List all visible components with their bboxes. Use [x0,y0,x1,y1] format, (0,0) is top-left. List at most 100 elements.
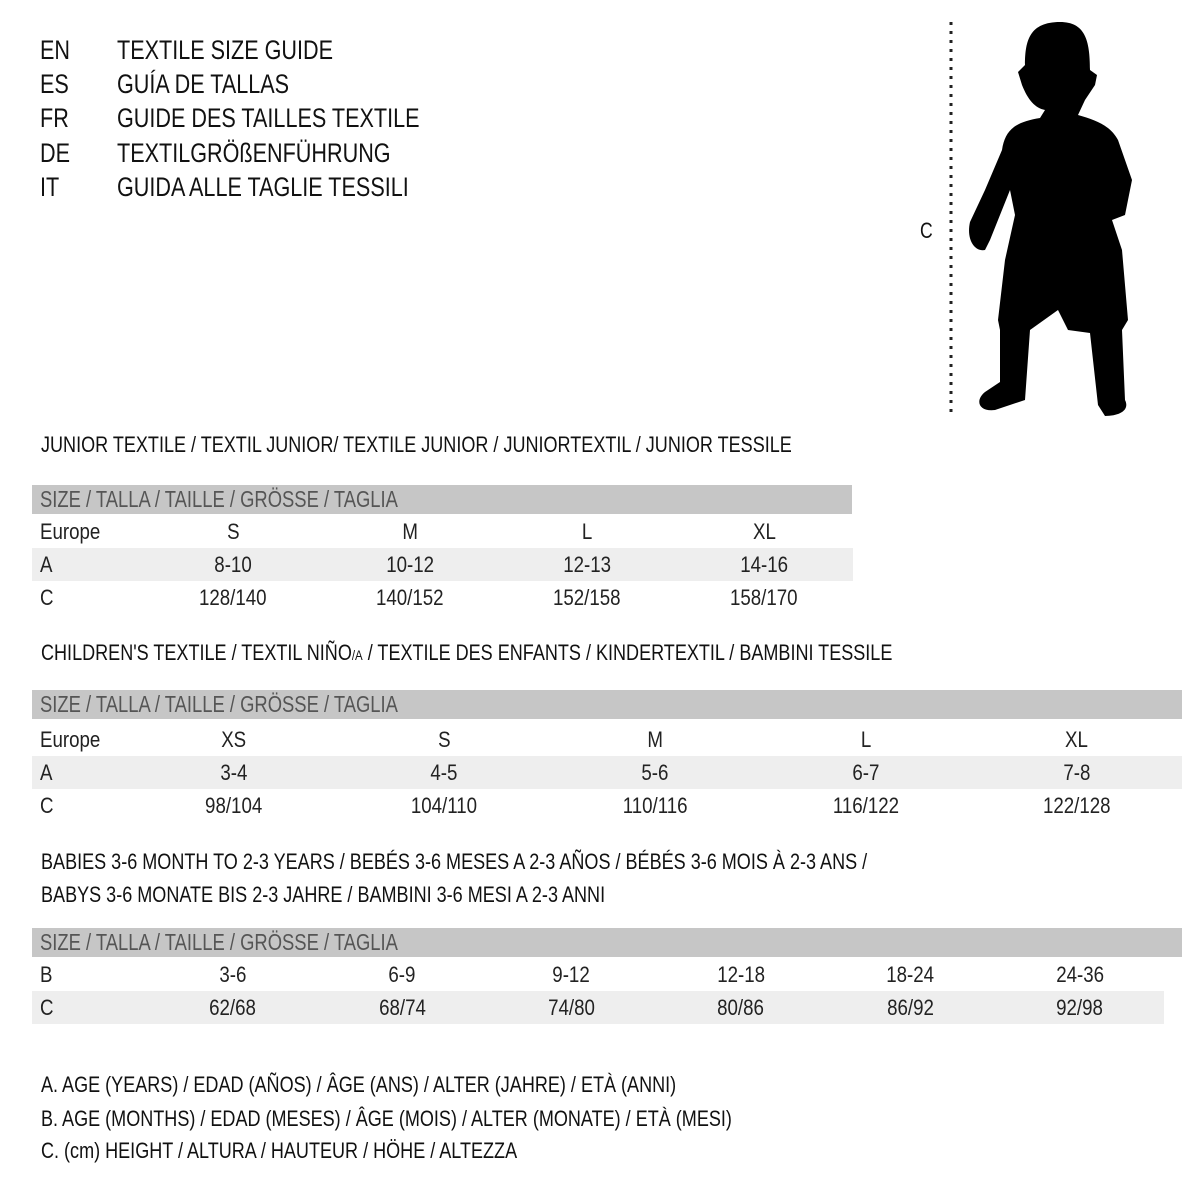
legend-text: C. (cm) HEIGHT / ALTURA / HAUTEUR / HÖHE… [41,1138,518,1163]
row-label-text: C [40,792,54,818]
cell-value: 12-13 [563,551,611,577]
cell-value: 104/110 [411,792,478,818]
row-label: B [32,962,148,988]
cell-value: L [860,726,871,752]
cell-value: XL [752,518,776,544]
table-cell: 5-6 [550,760,761,786]
row-label-text: A [40,759,53,785]
table-cell: 18-24 [826,962,995,988]
cell-value: 122/128 [1042,792,1111,818]
cell-value: 5-6 [641,759,669,785]
children-title-text-rest: / TEXTILE DES ENFANTS / KINDERTEXTIL / B… [362,640,893,665]
table-cell: L [499,519,676,545]
language-code: ES [40,69,69,99]
cell-value: 116/122 [832,792,899,818]
language-title: TEXTILGRÖßENFÜHRUNG [117,138,391,168]
cell-value: 92/98 [1056,994,1104,1020]
language-code: FR [40,103,69,133]
children-title-subscript: /A [351,647,363,663]
cell-value: 6-7 [852,759,880,785]
children-title-text: CHILDREN'S TEXTILE / TEXTIL NIÑO [41,640,352,665]
row-label: C [32,585,145,611]
language-title: GUIDE DES TAILLES TEXTILE [117,103,420,133]
table-cell: 152/158 [499,585,676,611]
table-cell: 24-36 [995,962,1164,988]
legend-line-b: B. AGE (MONTHS) / EDAD (MESES) / ÂGE (MO… [41,1103,884,1135]
cell-value: 18-24 [886,961,935,987]
junior-size-table: Europe S M L XL A 8-10 10-12 12-13 14-16 C 128/140 1… [32,515,853,614]
table-cell: 128/140 [145,585,322,611]
cell-value: 3-4 [219,759,247,785]
cell-value: XS [220,726,246,752]
table-cell: M [322,519,499,545]
cell-value: 24-36 [1055,961,1104,987]
junior-size-header: SIZE / TALLA / TAILLE / GRÖSSE / TAGLIA [32,485,852,514]
table-row: A 3-4 4-5 5-6 6-7 7-8 [32,756,1182,789]
cell-value: S [226,518,240,544]
row-label-text: A [40,551,53,577]
cell-value: 4-5 [430,759,458,785]
children-size-header: SIZE / TALLA / TAILLE / GRÖSSE / TAGLIA [32,690,1182,719]
table-cell: 68/74 [317,995,486,1021]
cell-value: 3-6 [219,961,247,987]
babies-size-table: B 3-6 6-9 9-12 12-18 18-24 24-36 C 62/68 68/74 74/… [32,958,1165,1024]
table-cell: 10-12 [322,552,499,578]
language-title: TEXTILE SIZE GUIDE [117,35,334,65]
table-cell: 8-10 [145,552,322,578]
table-cell: 62/68 [148,995,317,1021]
table-row: Europe S M L XL [32,515,853,548]
language-code: IT [40,172,60,202]
row-label-text: C [40,994,54,1020]
table-row: B 3-6 6-9 9-12 12-18 18-24 24-36 [32,958,1164,991]
table-cell: 6-7 [760,760,971,786]
language-title: GUÍA DE TALLAS [117,69,290,99]
row-label: A [32,552,145,578]
table-cell: M [550,727,761,753]
cell-value: 62/68 [209,994,257,1020]
children-section-title: CHILDREN'S TEXTILE / TEXTIL NIÑO/A / TEX… [41,637,1079,671]
size-header-label: SIZE / TALLA / TAILLE / GRÖSSE / TAGLIA [40,691,398,717]
babies-size-header: SIZE / TALLA / TAILLE / GRÖSSE / TAGLIA [32,928,1182,957]
table-cell: 3-4 [128,760,339,786]
table-cell: 92/98 [995,995,1164,1021]
table-cell: 3-6 [148,962,317,988]
table-cell: 9-12 [487,962,656,988]
cell-value: 80/86 [717,994,765,1020]
legend-line-c: C. (cm) HEIGHT / ALTURA / HAUTEUR / HÖHE… [41,1135,622,1167]
table-cell: 110/116 [550,793,761,819]
table-cell: S [339,727,550,753]
legend-text: B. AGE (MONTHS) / EDAD (MESES) / ÂGE (MO… [41,1106,732,1131]
language-title: GUIDA ALLE TAGLIE TESSILI [117,172,409,202]
language-code: DE [40,138,71,168]
cell-value: 10-12 [386,551,434,577]
child-silhouette-figure [949,22,1132,416]
table-row: C 98/104 104/110 110/116 116/122 122/128 [32,789,1182,822]
table-cell: 74/80 [487,995,656,1021]
babies-section-title-line1: BABIES 3-6 MONTH TO 2-3 YEARS / BEBÉS 3-… [41,846,1049,878]
table-cell: 140/152 [322,585,499,611]
cell-value: 14-16 [740,551,788,577]
cell-value: 74/80 [548,994,595,1020]
table-row: Europe XS S M L XL [32,723,1182,756]
cell-value: 8-10 [214,551,252,577]
table-cell: 86/92 [826,995,995,1021]
table-cell: 158/170 [676,585,853,611]
table-cell: 98/104 [128,793,339,819]
babies-section-title-line2: BABYS 3-6 MONATE BIS 2-3 JAHRE / BAMBINI… [41,879,729,911]
cell-value: 98/104 [204,792,262,818]
cell-value: 68/74 [378,994,426,1020]
row-label: Europe [32,519,145,545]
cell-value: 9-12 [552,961,591,987]
cell-value: 152/158 [553,584,621,610]
table-cell: 104/110 [339,793,550,819]
row-label: A [32,760,128,786]
cell-value: L [581,518,593,544]
table-cell: 6-9 [317,962,486,988]
height-measure-label: C [920,218,933,243]
junior-title-text: JUNIOR TEXTILE / TEXTIL JUNIOR/ TEXTILE … [41,432,792,457]
table-cell: L [760,727,971,753]
row-label: Europe [32,727,128,753]
row-label-text: Europe [40,518,101,544]
cell-value: M [647,726,663,752]
cell-value: 6-9 [388,961,416,987]
